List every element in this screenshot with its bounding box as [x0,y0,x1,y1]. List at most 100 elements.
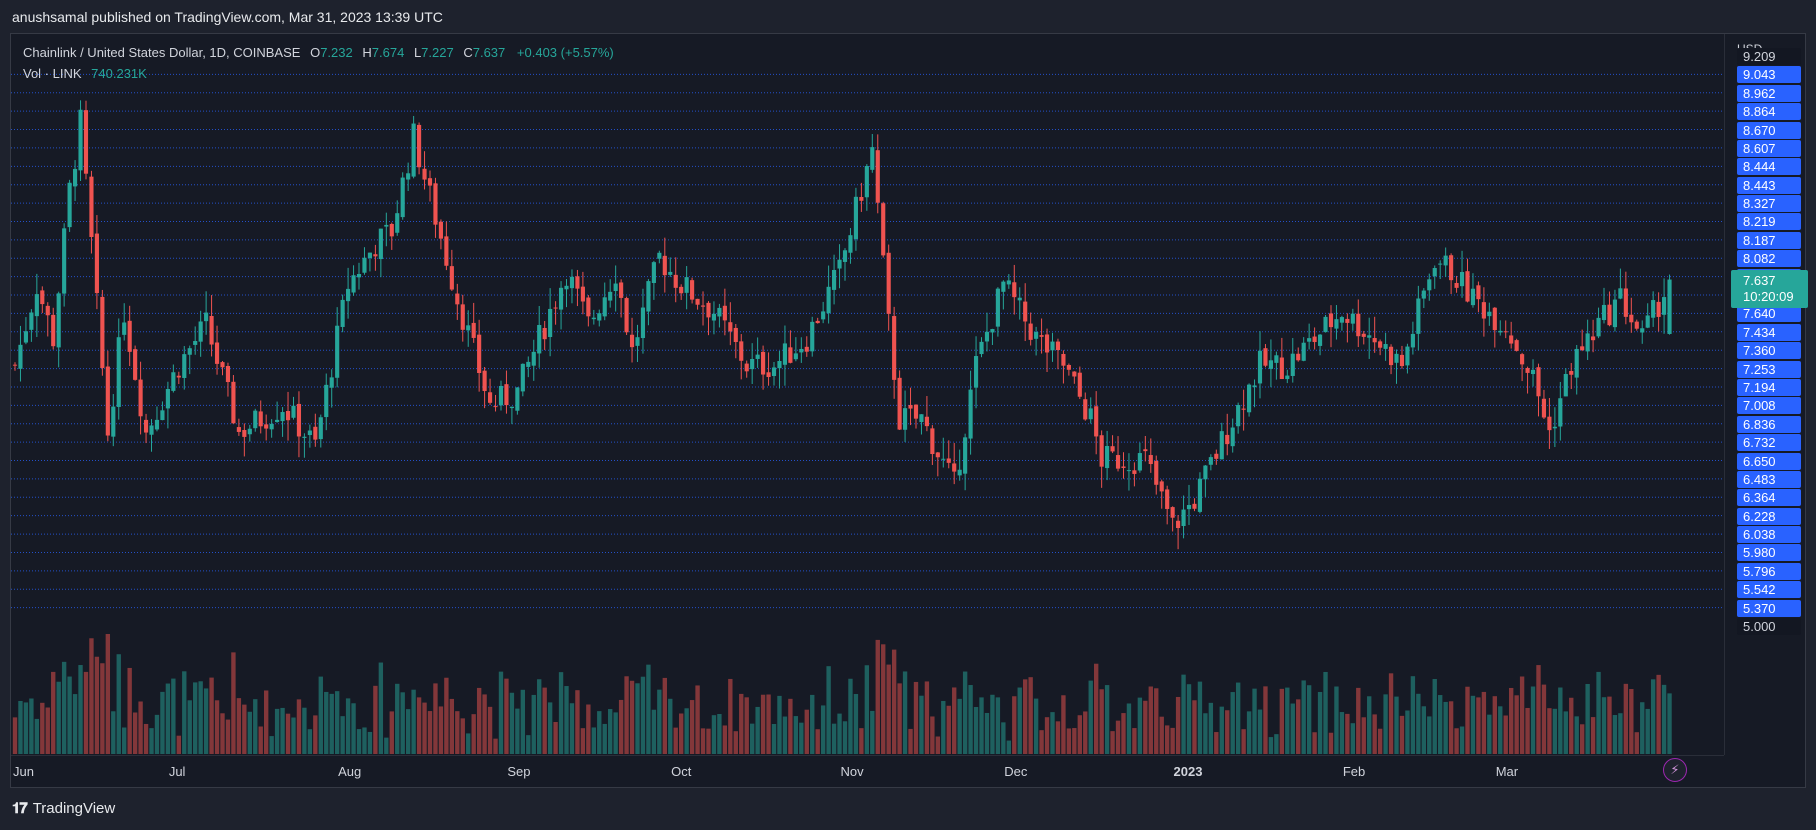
candle-body [1607,304,1612,326]
candle-body [45,305,50,316]
candle-body [1257,350,1263,384]
volume-bar [18,700,23,754]
price-label: 8.187 [1737,231,1801,249]
volume-bar [979,697,984,754]
volume-bar [171,678,176,754]
volume-label[interactable]: Vol · LINK [23,66,82,81]
candle-body [1154,460,1159,485]
volume-bar [1235,682,1241,754]
price-axis[interactable]: USD 9.2099.0438.9628.8648.6708.6078.4448… [1724,34,1808,755]
candle-body [258,411,263,427]
volume-bar [902,671,908,754]
volume-bar [1257,709,1263,754]
candle-body [679,286,684,294]
candle-body [1591,336,1596,341]
candlestick-chart[interactable] [11,34,1724,755]
volume-bar [1388,673,1394,754]
volume-bar [618,699,624,754]
volume-bar [1356,687,1361,754]
volume-bar [318,676,323,754]
volume-bar [919,695,924,754]
volume-bar [1514,695,1519,754]
time-axis[interactable]: JunJulAugSepOctNovDec2023FebMarApr [11,755,1724,789]
candle-body [1465,271,1470,302]
candle-body [395,213,400,233]
price-label: 8.607 [1737,139,1801,157]
volume-bar [405,709,411,754]
volume-bar [269,736,274,754]
volume-bar [1394,696,1399,754]
volume-bar [1006,740,1011,754]
candle-body [1498,330,1503,333]
volume-bar [258,726,263,754]
volume-bar [143,723,149,754]
volume-bar [274,708,280,754]
candle-body [280,412,285,422]
price-label: 9.209 [1737,48,1801,65]
candle-body [1323,316,1328,333]
volume-bar [537,679,542,754]
candle-body [875,150,880,203]
volume-bar [247,711,252,754]
candle-body [1247,384,1252,413]
volume-bar [1083,711,1088,754]
candle-body [1525,368,1530,373]
time-label: Feb [1342,764,1366,779]
volume-bar [853,694,859,754]
price-label: 7.434 [1737,323,1801,341]
volume-bar [1476,697,1481,754]
candle-body [1536,367,1541,397]
high-value: 7.674 [371,45,405,60]
candle-body [1383,344,1388,349]
candle-body [728,322,733,332]
volume-bar [1290,703,1295,754]
candle-body [356,274,362,278]
volume-bar [324,691,329,754]
candle-body [1181,509,1186,527]
candle-body [122,322,127,335]
candle-body [1137,453,1142,471]
candle-body [1470,288,1476,306]
volume-bar [1263,686,1268,754]
volume-bar [788,698,793,754]
volume-bar [679,713,684,754]
volume-bar [1601,697,1607,754]
volume-bar [608,709,613,754]
volume-bar [952,687,957,754]
candle-body [1552,426,1557,429]
high-label: H [362,45,372,60]
candle-body [1367,335,1372,338]
price-label: 8.864 [1737,103,1801,121]
volume-bar [1487,714,1492,754]
tradingview-logo[interactable]: 𝟏𝟕 TradingView [12,800,115,817]
candle-body [973,356,979,388]
time-label: Dec [1004,764,1028,779]
volume-bar [1656,674,1661,754]
volume-bar [1421,706,1426,754]
candle-body [313,426,318,440]
volume-bar [984,712,990,754]
volume-bar [946,705,951,754]
candle-body [1580,346,1585,351]
volume-bar [1552,708,1558,754]
candle-body [275,419,280,423]
volume-bar [1230,692,1235,754]
symbol-name[interactable]: Chainlink / United States Dollar, 1D, CO… [23,45,301,60]
candle-body [94,233,99,294]
candle-body [1487,311,1492,317]
candle-body [1574,348,1579,378]
volume-bar [733,731,738,754]
candle-body [187,348,192,355]
chart-frame[interactable]: Chainlink / United States Dollar, 1D, CO… [10,33,1808,789]
lightning-icon[interactable]: ⚡ [1663,758,1687,782]
volume-bar [1558,687,1563,754]
volume-bar [820,705,826,754]
candle-body [1301,342,1306,361]
candle-body [1241,408,1246,410]
volume-bar [285,713,291,754]
candle-body [1312,336,1317,343]
volume-bar [29,698,34,754]
candle-body [225,366,231,383]
volume-bar [1650,679,1656,754]
candle-body [1345,318,1350,323]
